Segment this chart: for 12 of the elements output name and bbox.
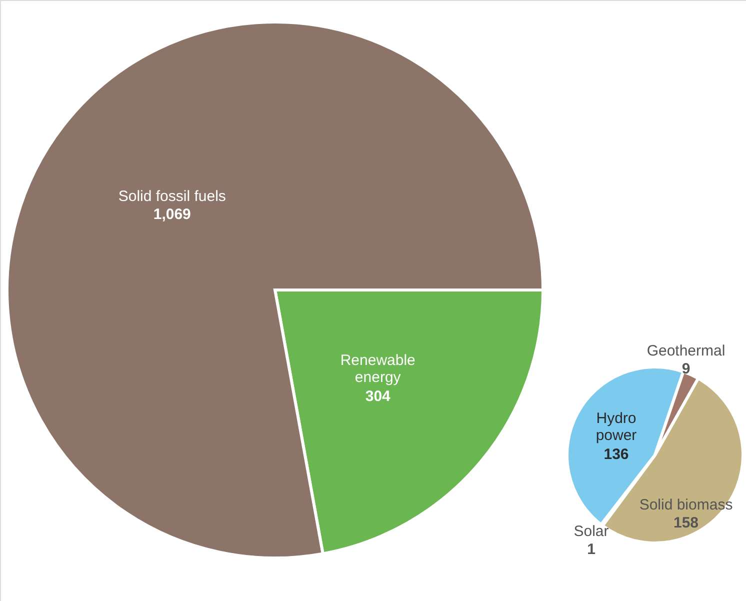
data-label: 136: [604, 446, 629, 464]
slice-label: Solid fossil fuels: [118, 188, 226, 206]
data-label: 1,069: [153, 206, 191, 224]
data-label: 304: [365, 388, 392, 405]
data-label: 9: [682, 360, 690, 378]
slice-label: Hydro power: [596, 410, 637, 444]
data-label: 158: [673, 514, 699, 532]
data-label: 1: [587, 541, 596, 558]
slice-label: Renewable energy: [340, 352, 416, 386]
slice-label: Solar: [574, 523, 609, 540]
pie-slice: [6, 20, 544, 560]
slice-label: Geothermal: [646, 342, 726, 360]
